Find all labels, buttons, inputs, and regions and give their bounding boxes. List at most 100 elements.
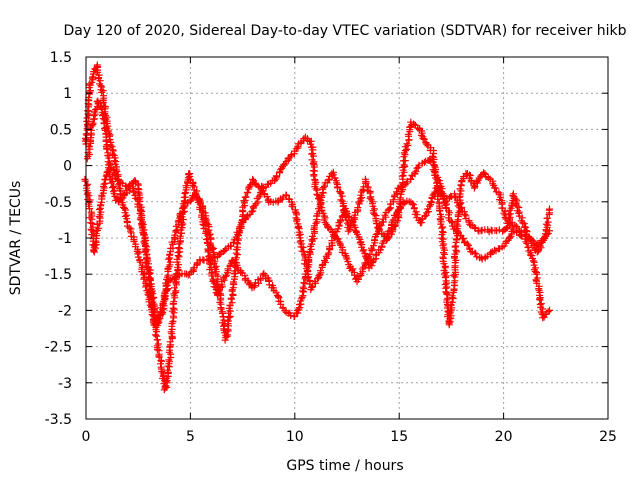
data-point-marker [242,193,250,201]
y-tick-label: 1.5 [50,50,72,66]
y-tick-label: 0 [63,159,72,175]
data-point-marker [433,183,441,191]
data-point-marker [189,182,197,189]
data-point-marker [208,272,216,280]
data-point-marker [313,190,321,198]
data-point-marker [401,157,409,165]
data-point-marker [101,116,109,124]
data-point-marker [158,368,166,375]
data-point-marker [173,270,181,278]
y-tick-label: 1 [63,86,72,102]
data-point-marker [373,220,380,228]
data-point-marker [272,172,280,180]
data-point-marker [164,264,172,272]
data-point-marker [461,210,469,218]
data-point-marker [332,179,340,187]
data-point-marker [96,206,103,213]
y-tick-labels: 1.5 1 0.5 0 -0.5 -1 -1.5 -2 -2.5 -3 -3.5 [45,50,72,428]
data-point-marker [432,174,440,182]
data-point-marker [325,249,333,257]
data-point-marker [337,196,345,204]
data-point-marker [544,308,552,316]
data-point-marker [492,184,500,192]
data-point-marker [121,190,129,198]
x-tick-label: 0 [82,429,91,445]
data-point-marker [154,340,162,348]
y-tick-label: -2.5 [45,340,72,356]
data-point-marker [312,219,320,227]
data-point-marker [393,190,401,197]
data-point-marker [345,212,352,220]
data-point-marker [312,179,320,187]
data-point-marker [100,180,108,188]
data-point-marker [142,247,150,255]
data-point-marker [146,277,154,284]
data-point-marker [99,112,106,120]
data-point-marker [219,313,227,321]
data-point-marker [228,299,236,307]
data-point-marker [149,290,157,298]
y-tick-label: -3.5 [45,412,72,428]
y-tick-label: -2 [58,303,72,319]
data-point-marker [412,167,420,175]
data-point-marker [446,318,454,326]
data-point-marker [448,218,455,226]
data-point-marker [309,160,317,167]
data-point-marker [171,231,179,239]
data-point-marker [500,209,508,217]
data-point-marker [224,317,232,325]
data-point-marker [312,185,320,193]
data-point-marker [221,246,229,254]
x-tick-labels: 0 5 10 15 20 25 [82,429,617,445]
x-tick-label: 25 [599,429,617,445]
data-point-marker [419,135,427,143]
data-point-marker [333,184,341,192]
data-point-marker [132,194,140,202]
data-point-marker [147,288,155,296]
data-point-marker [396,194,404,202]
data-point-marker [151,331,159,339]
data-point-marker [546,306,554,314]
data-point-marker [543,230,551,238]
x-tick-label: 15 [390,429,408,445]
data-point-marker [335,238,343,246]
data-point-marker [115,197,123,205]
data-point-marker [317,267,324,275]
data-point-marker [84,180,92,188]
data-point-marker [155,316,163,324]
data-point-marker [324,176,332,184]
data-point-marker [103,145,111,153]
data-point-marker [389,196,397,204]
data-point-marker [105,154,113,162]
data-point-marker [532,241,540,249]
data-point-marker [95,224,103,232]
data-point-marker [162,292,169,300]
data-point-marker [155,353,163,361]
data-point-marker [136,215,144,223]
data-point-marker [518,214,526,222]
data-point-marker [472,250,480,258]
data-point-marker [487,249,495,257]
data-point-marker [246,182,254,190]
data-point-marker [407,175,415,183]
data-point-marker [154,319,162,327]
data-point-marker [88,219,96,227]
x-axis-label: GPS time / hours [286,458,403,474]
data-point-marker [443,283,451,291]
data-point-marker [221,336,229,344]
data-point-marker [162,378,170,386]
data-point-marker [425,202,433,210]
data-point-marker [99,115,107,123]
data-point-marker [130,188,138,196]
data-point-marker [344,258,352,265]
data-point-marker [396,204,404,212]
data-point-marker [319,184,327,192]
data-points [81,61,554,394]
data-point-marker [109,150,117,158]
data-point-marker [85,192,93,200]
data-point-marker [471,249,479,257]
data-point-marker [244,188,252,196]
data-point-marker [480,169,488,177]
chart-title: Day 120 of 2020, Sidereal Day-to-day VTE… [64,23,627,39]
data-point-marker [403,140,411,148]
